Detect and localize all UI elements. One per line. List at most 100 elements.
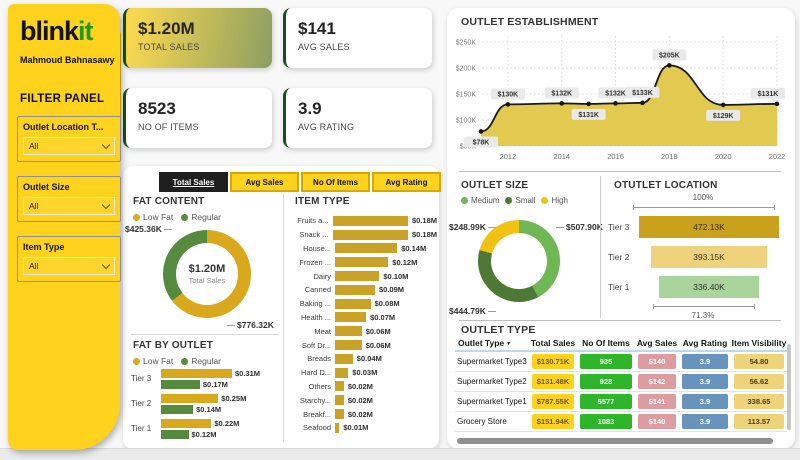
item-type-row: House... $0.14M: [287, 242, 437, 256]
bar[interactable]: [332, 229, 408, 240]
callout-low-fat: $776.32K: [225, 320, 274, 330]
fat-content-legend: Low Fat Regular: [133, 212, 221, 222]
kpi-no-of-items: 8523 NO OF ITEMS: [123, 88, 272, 148]
bar[interactable]: [335, 422, 340, 433]
outlet-size-select[interactable]: All: [23, 197, 115, 215]
column-header[interactable]: Outlet Type ▼: [458, 338, 512, 348]
bar[interactable]: [335, 381, 344, 392]
column-header[interactable]: Total Sales: [530, 338, 576, 348]
bar[interactable]: [335, 395, 344, 406]
tab-avg-sales[interactable]: Avg Sales: [230, 172, 299, 192]
legend-item: Low Fat: [133, 212, 173, 222]
callout-line: [487, 311, 496, 313]
bar[interactable]: [161, 404, 194, 414]
kpi-value: $141: [298, 19, 336, 38]
bar[interactable]: [161, 418, 212, 428]
item-type-title: ITEM TYPE: [295, 196, 350, 207]
table-row[interactable]: Supermarket Type3 $130.71K 935 $140 3.9 54.80: [455, 352, 787, 372]
bar[interactable]: [161, 429, 189, 439]
bar[interactable]: [335, 353, 353, 364]
tab-avg-rating[interactable]: Avg Rating: [372, 172, 441, 192]
category-label: Breads: [307, 354, 331, 364]
bar-value: $0.18M: [411, 230, 437, 240]
tier-label: Tier 2: [131, 399, 152, 408]
divider: [459, 171, 781, 172]
column-header[interactable]: Avg Sales: [636, 338, 678, 348]
bar[interactable]: [335, 409, 344, 420]
bar-value: $0.14M: [196, 404, 222, 414]
bar[interactable]: [335, 326, 362, 337]
outlet-type-cell: Supermarket Type2: [457, 377, 527, 386]
fat-content-donut[interactable]: $1.20M Total Sales: [163, 230, 251, 318]
bar[interactable]: [335, 271, 380, 282]
bar-value: $0.06M: [365, 340, 391, 350]
value-chip: 3.9: [682, 394, 728, 409]
funnel-row: Tier 3 472.13K: [600, 212, 792, 242]
bar[interactable]: [161, 368, 232, 378]
funnel-bar[interactable]: 393.15K: [650, 246, 768, 268]
item-type-select[interactable]: All: [23, 257, 115, 275]
tab-no-of-items[interactable]: No Of Items: [301, 172, 370, 192]
funnel-track: 472.13K: [639, 216, 779, 238]
select-value: All: [29, 261, 39, 271]
funnel-row: Tier 1 336.40K: [600, 272, 792, 302]
bar-value: $0.07M: [370, 312, 396, 322]
legend-item: Medium: [461, 196, 499, 205]
bar-value: $0.10M: [383, 271, 409, 281]
category-label: Snack ...: [299, 230, 329, 240]
column-header[interactable]: No Of Items: [582, 338, 630, 348]
bar[interactable]: [161, 393, 219, 403]
category-label: Breakf...: [303, 409, 331, 419]
tab-total-sales[interactable]: Total Sales: [159, 172, 228, 192]
bar[interactable]: [332, 215, 408, 226]
bar[interactable]: [335, 367, 349, 378]
select-value: All: [29, 141, 39, 151]
table-row[interactable]: Supermarket Type1 $787.55K 5577 $141 3.9 338.…: [455, 392, 787, 412]
svg-text:2020: 2020: [715, 152, 732, 161]
bar[interactable]: [335, 312, 367, 323]
bar[interactable]: [335, 298, 371, 309]
bar-value: $0.17M: [202, 379, 228, 389]
outlet-size-donut[interactable]: [478, 220, 560, 302]
value-chip: 338.65: [734, 394, 784, 409]
blinkit-logo: blinkit: [20, 16, 93, 47]
table-row[interactable]: Supermarket Type2 $131.48K 928 $142 3.9 56.62: [455, 372, 787, 392]
bar[interactable]: [161, 379, 200, 389]
bar-value: $0.14M: [401, 243, 427, 253]
bar-value: $0.04M: [356, 354, 382, 364]
table-row[interactable]: Grocery Store $151.94K 1083 $140 3.9 113.57: [455, 412, 787, 432]
category-label: Baking ...: [299, 299, 331, 309]
vertical-scrollbar[interactable]: [787, 344, 791, 430]
logo-text-black: blink: [20, 16, 79, 46]
bar[interactable]: [335, 284, 375, 295]
low-fat-dot-icon: [133, 214, 140, 221]
funnel-value: 393.15K: [693, 252, 725, 262]
metric-tabs: Total Sales Avg Sales No Of Items Avg Ra…: [159, 172, 441, 192]
funnel-bar[interactable]: 472.13K: [639, 216, 779, 238]
bar[interactable]: [335, 340, 362, 351]
value-chip: $141: [638, 394, 676, 409]
horizontal-scrollbar[interactable]: [457, 438, 773, 444]
column-header[interactable]: Avg Rating: [682, 338, 728, 348]
item-type-row: Hard D... $0.03M: [287, 366, 437, 380]
bar[interactable]: [335, 243, 398, 254]
kpi-label: NO OF ITEMS: [138, 122, 199, 132]
category-label: Canned: [304, 285, 331, 295]
item-type-row: Breads $0.04M: [287, 352, 437, 366]
value-chip: 3.9: [682, 354, 728, 369]
legend-item: Low Fat: [133, 356, 173, 366]
value-chip: $151.94K: [532, 414, 574, 429]
funnel-bar[interactable]: 336.40K: [659, 276, 759, 298]
value-chip: $142: [638, 374, 676, 389]
fat-by-outlet-group: Tier 2 $0.25M $0.14M: [131, 393, 281, 414]
item-type-row: Health ... $0.07M: [287, 311, 437, 325]
bar-value: $0.01M: [343, 423, 369, 433]
outlet-establishment-chart[interactable]: $50K$100K$150K$200K$250K2012201420162018…: [451, 28, 791, 170]
svg-text:2012: 2012: [500, 152, 517, 161]
bar[interactable]: [335, 257, 389, 268]
outlet-location-select[interactable]: All: [23, 137, 115, 155]
category-label: Health ...: [300, 312, 331, 322]
column-header[interactable]: Item Visibility: [731, 338, 787, 348]
value-chip: 113.57: [734, 414, 784, 429]
